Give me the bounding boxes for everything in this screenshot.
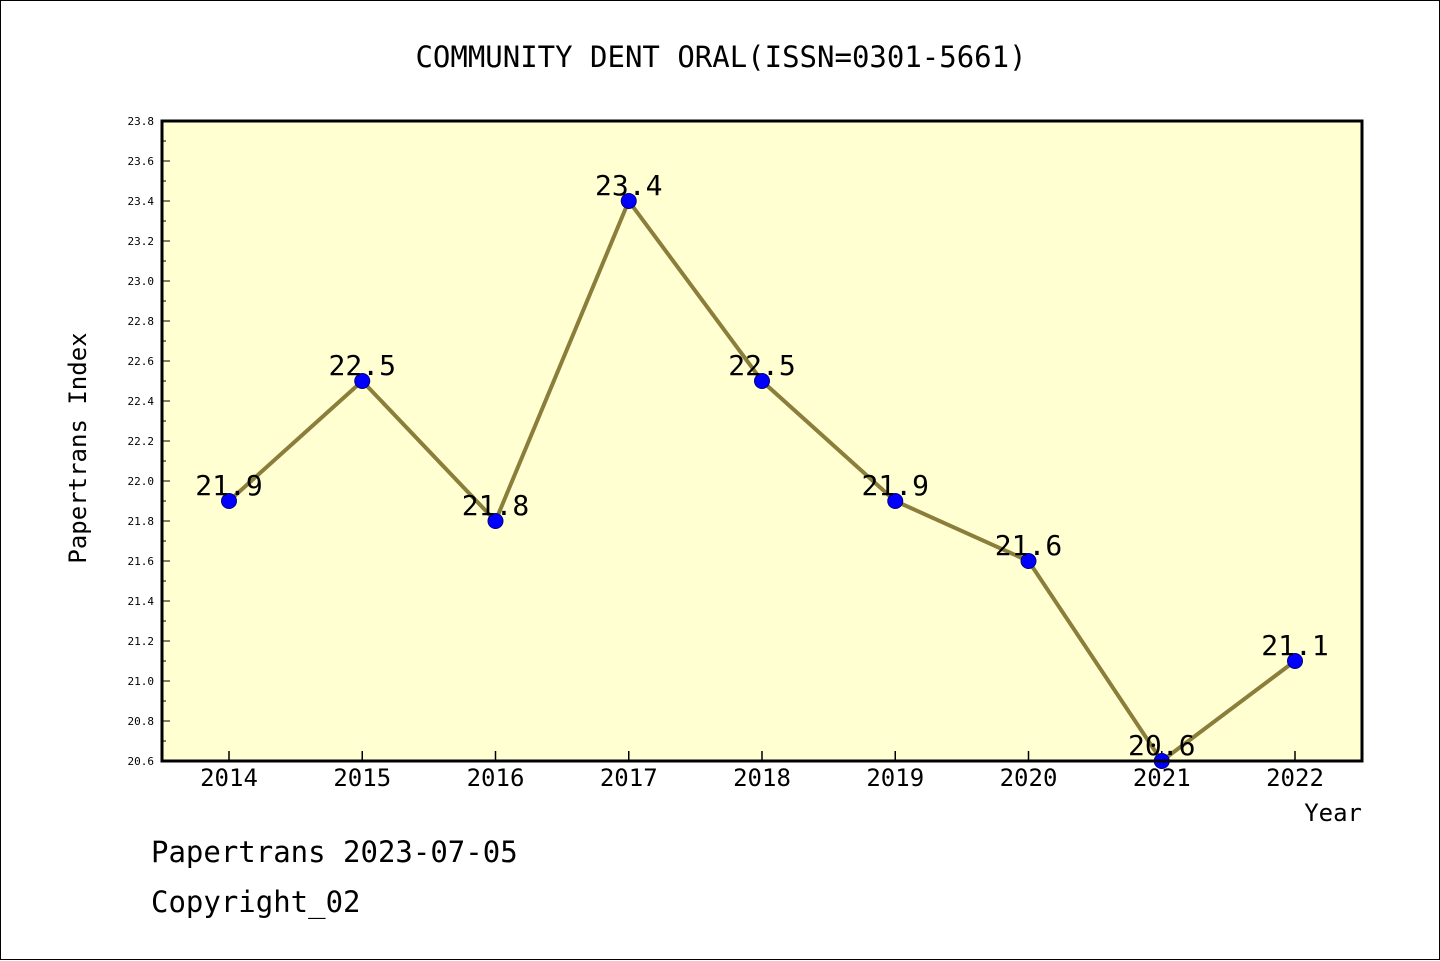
- data-point-2014: [221, 493, 237, 509]
- footer-source-text: Papertrans 2023-07-05: [151, 835, 518, 869]
- y-tick-label-23.8: 23.8: [128, 115, 155, 128]
- x-tick-label-2022: 2022: [1266, 764, 1324, 792]
- data-point-2022: [1287, 653, 1303, 669]
- x-tick-label-2017: 2017: [600, 764, 658, 792]
- y-tick-label-23.2: 23.2: [128, 235, 155, 248]
- x-tick-label-2019: 2019: [866, 764, 924, 792]
- data-label-2017: 23.4: [595, 169, 662, 202]
- x-tick-label-2020: 2020: [1000, 764, 1058, 792]
- x-axis-label: Year: [1304, 799, 1362, 827]
- y-tick-label-21.8: 21.8: [128, 515, 155, 528]
- y-tick-label-20.6: 20.6: [128, 755, 155, 768]
- data-label-2014: 21.9: [195, 469, 262, 502]
- y-tick-label-23.6: 23.6: [128, 155, 155, 168]
- y-tick-label-23.0: 23.0: [128, 275, 155, 288]
- y-tick-label-22.2: 22.2: [128, 435, 155, 448]
- data-label-2018: 22.5: [728, 349, 795, 382]
- data-point-2018: [754, 373, 770, 389]
- data-point-2017: [620, 193, 637, 209]
- data-label-2016: 21.8: [462, 489, 529, 522]
- plot-area: [162, 121, 1362, 761]
- y-tick-label-21.4: 21.4: [128, 595, 155, 608]
- y-tick-label-22.8: 22.8: [128, 315, 155, 328]
- y-axis-label: Papertrans Index: [64, 332, 92, 563]
- plot-border: [160, 119, 1364, 763]
- x-tick-label-2014: 2014: [200, 764, 258, 792]
- y-tick-label-23.4: 23.4: [128, 195, 155, 208]
- x-tick-label-2016: 2016: [467, 764, 525, 792]
- data-label-2019: 21.9: [862, 469, 929, 502]
- data-point-2016: [487, 513, 504, 529]
- data-label-group: 21.9 22.5 21.8 23.4 22.5 21.9 21.6 20.6 21.1: [195, 169, 1328, 762]
- x-axis-ticks: 2014 2015 2016 2017 2018 2019 2020 2021 2022: [200, 751, 1324, 792]
- y-axis-ticks: 20.6 20.8 21.0 21.2 21.4 21.6 21.8 22.0 22.2 22.4…: [128, 115, 170, 768]
- y-tick-label-21.6: 21.6: [128, 555, 155, 568]
- data-point-2015: [354, 373, 371, 389]
- data-label-2022: 21.1: [1261, 629, 1328, 662]
- x-tick-label-2018: 2018: [733, 764, 791, 792]
- chart-title: COMMUNITY DENT ORAL(ISSN=0301-5661): [415, 40, 1026, 74]
- y-tick-label-21.0: 21.0: [128, 675, 155, 688]
- data-label-2020: 21.6: [995, 529, 1062, 562]
- y-tick-label-21.2: 21.2: [128, 635, 155, 648]
- y-tick-label-22.6: 22.6: [128, 355, 155, 368]
- data-label-2015: 22.5: [329, 349, 396, 382]
- data-label-2021: 20.6: [1128, 729, 1195, 762]
- data-point-2020: [1020, 553, 1037, 569]
- y-tick-label-20.8: 20.8: [128, 715, 155, 728]
- footer-copyright-text: Copyright_02: [151, 885, 361, 919]
- y-tick-label-22.4: 22.4: [128, 395, 155, 408]
- y-tick-label-22.0: 22.0: [128, 475, 155, 488]
- x-tick-label-2015: 2015: [333, 764, 391, 792]
- data-point-2019: [887, 493, 904, 509]
